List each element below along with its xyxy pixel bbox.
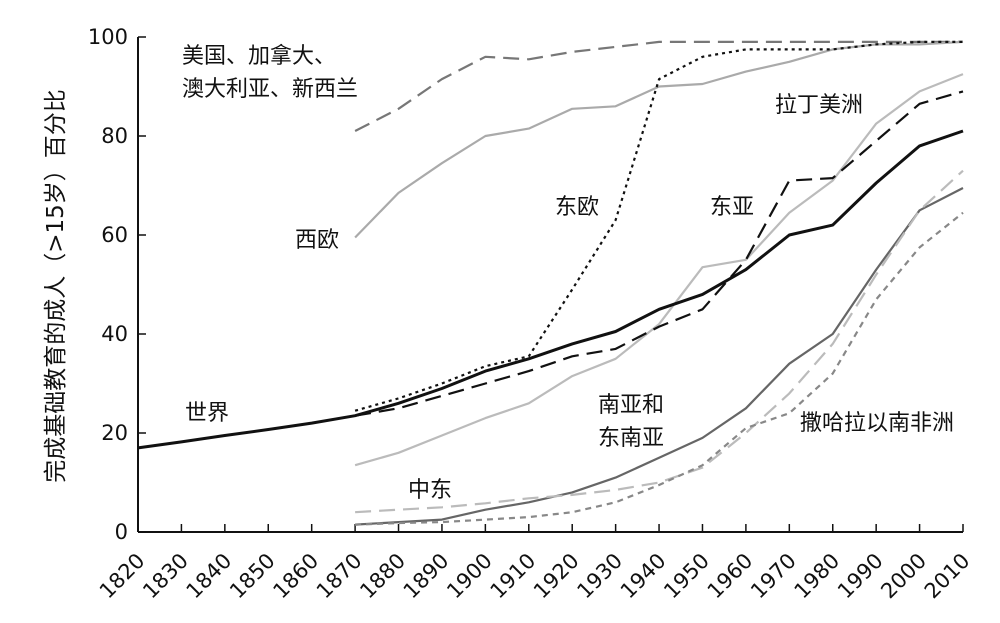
x-tick-label: 1980 [790, 549, 845, 604]
x-tick-label: 1860 [268, 549, 323, 604]
series-label-us-canada-oceania: 澳大利亚、新西兰 [182, 77, 358, 102]
y-tick-label: 40 [101, 322, 128, 346]
x-tick-label: 1950 [659, 549, 714, 604]
series-label-south-southeast-asia: 东南亚 [598, 426, 664, 451]
x-tick-label: 2000 [876, 549, 931, 604]
series-label-middle-east: 中东 [408, 478, 452, 503]
series-label-world: 世界 [185, 401, 229, 426]
series-line-western-europe [354, 40, 964, 239]
x-tick-label: 1830 [138, 549, 193, 604]
y-tick-label: 20 [101, 421, 128, 445]
series-label-south-southeast-asia: 南亚和 [598, 393, 664, 418]
x-tick-label: 1930 [572, 549, 627, 604]
x-tick-label: 1880 [355, 549, 410, 604]
y-tick-label: 100 [88, 25, 128, 49]
y-tick-label: 0 [115, 520, 128, 544]
series-line-east-asia [354, 90, 964, 417]
series-label-east-asia: 东亚 [710, 195, 754, 220]
x-tick-label: 1870 [312, 549, 367, 604]
series-line-latin-america [354, 73, 964, 467]
y-axis-label: 完成基础教育的成人（>15岁）百分比 [43, 89, 69, 483]
series-line-world [137, 129, 964, 450]
series-label-us-canada-oceania: 美国、加拿大、 [182, 43, 336, 69]
x-tick-label: 2010 [920, 549, 975, 604]
series-lines [137, 40, 964, 526]
series-line-us-canada-oceania [354, 40, 963, 132]
x-tick-label: 1960 [703, 549, 758, 604]
series-label-latin-america: 拉丁美洲 [775, 93, 863, 118]
x-tick-label: 1850 [225, 549, 280, 604]
x-tick-label: 1900 [442, 549, 497, 604]
x-tick-label: 1970 [746, 549, 801, 604]
x-tick-label: 1840 [182, 549, 237, 604]
series-label-eastern-europe: 东欧 [555, 195, 599, 220]
y-tick-label: 60 [101, 223, 128, 247]
x-tick-label: 1820 [95, 549, 150, 604]
x-tick-label: 1990 [833, 549, 888, 604]
series-label-western-europe: 西欧 [295, 228, 339, 253]
series-line-eastern-europe [354, 40, 963, 412]
x-tick-label: 1940 [616, 549, 671, 604]
series-line-sub-saharan-africa [355, 211, 964, 526]
y-tick-label: 80 [101, 124, 128, 148]
series-label-sub-saharan-africa: 撒哈拉以南非洲 [800, 411, 954, 436]
x-tick-label: 1910 [486, 549, 541, 604]
x-tick-label: 1920 [529, 549, 584, 604]
x-tick-label: 1890 [399, 549, 454, 604]
series-line-south-southeast-asia [355, 187, 964, 526]
series-line-middle-east [355, 169, 964, 514]
